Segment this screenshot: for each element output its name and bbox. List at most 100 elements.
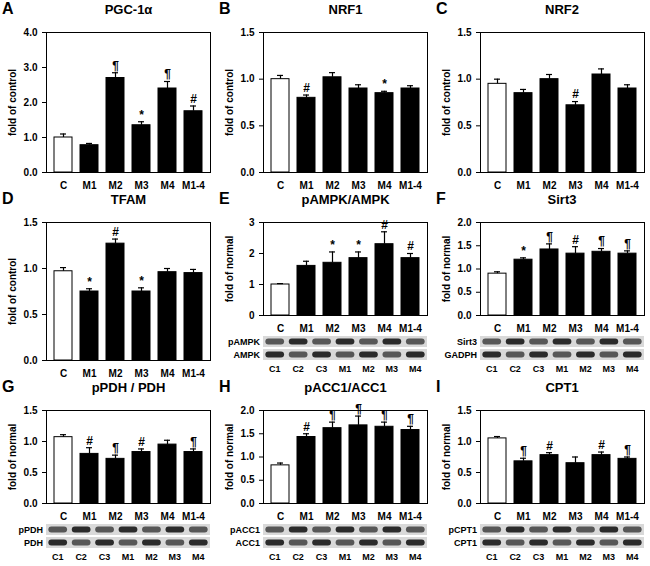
svg-text:1.0: 1.0: [24, 263, 38, 274]
svg-text:C: C: [60, 511, 67, 521]
svg-text:¶: ¶: [190, 435, 197, 449]
svg-text:M3: M3: [352, 511, 366, 521]
svg-text:#: #: [303, 81, 310, 95]
svg-text:M1: M1: [556, 552, 569, 562]
svg-text:M4: M4: [626, 364, 639, 374]
svg-text:M1-4: M1-4: [399, 180, 422, 190]
svg-text:M3: M3: [135, 368, 149, 378]
svg-text:C1: C1: [269, 552, 281, 562]
svg-text:4.0: 4.0: [24, 27, 38, 38]
svg-text:M4: M4: [626, 552, 639, 562]
svg-text:M2: M2: [326, 180, 340, 190]
svg-text:fold of normal: fold of normal: [441, 423, 452, 490]
svg-text:0.5: 0.5: [241, 474, 255, 485]
svg-text:M3: M3: [386, 552, 399, 562]
svg-text:*: *: [87, 275, 92, 289]
svg-text:C1: C1: [486, 552, 498, 562]
svg-text:M1: M1: [83, 511, 97, 521]
svg-text:*: *: [330, 238, 335, 252]
svg-text:M1-4: M1-4: [399, 323, 422, 333]
svg-text:M2: M2: [543, 180, 557, 190]
svg-text:M1-4: M1-4: [182, 368, 205, 378]
svg-text:M1-4: M1-4: [616, 180, 639, 190]
svg-text:0.0: 0.0: [458, 310, 472, 321]
svg-text:0.5: 0.5: [458, 120, 472, 131]
svg-text:C2: C2: [292, 364, 304, 374]
svg-text:*: *: [521, 244, 526, 258]
svg-text:M1-4: M1-4: [182, 180, 205, 190]
svg-text:#: #: [190, 92, 197, 106]
svg-text:M4: M4: [595, 180, 609, 190]
svg-text:#: #: [598, 438, 605, 452]
svg-text:C2: C2: [509, 552, 521, 562]
svg-text:C: C: [494, 511, 501, 521]
svg-text:2.0: 2.0: [458, 217, 472, 228]
svg-text:0.5: 0.5: [458, 467, 472, 478]
svg-text:¶: ¶: [598, 234, 605, 248]
svg-text:M2: M2: [109, 180, 123, 190]
svg-text:#: #: [303, 420, 310, 434]
svg-text:C: C: [60, 368, 67, 378]
svg-text:0.0: 0.0: [24, 355, 38, 366]
svg-text:M3: M3: [169, 552, 182, 562]
svg-text:M2: M2: [326, 511, 340, 521]
svg-text:C3: C3: [99, 552, 111, 562]
svg-text:C: C: [494, 323, 501, 333]
svg-text:C3: C3: [316, 552, 328, 562]
svg-text:0.0: 0.0: [24, 167, 38, 178]
svg-text:M1: M1: [517, 180, 531, 190]
svg-text:M1: M1: [83, 180, 97, 190]
svg-text:M3: M3: [135, 180, 149, 190]
svg-text:0.5: 0.5: [24, 467, 38, 478]
svg-text:C1: C1: [486, 364, 498, 374]
svg-text:*: *: [139, 274, 144, 288]
svg-text:M4: M4: [161, 180, 175, 190]
svg-text:C: C: [60, 180, 67, 190]
svg-text:¶: ¶: [407, 412, 414, 426]
svg-text:M1-4: M1-4: [182, 511, 205, 521]
svg-text:1.5: 1.5: [24, 217, 38, 228]
svg-text:¶: ¶: [112, 59, 119, 73]
svg-text:C3: C3: [533, 552, 545, 562]
svg-text:1.0: 1.0: [458, 73, 472, 84]
svg-text:M3: M3: [352, 180, 366, 190]
svg-text:1.5: 1.5: [458, 405, 472, 416]
svg-text:3: 3: [249, 217, 255, 228]
svg-text:¶: ¶: [164, 67, 171, 81]
svg-text:M1-4: M1-4: [616, 323, 639, 333]
svg-text:1: 1: [249, 279, 255, 290]
svg-text:M3: M3: [569, 180, 583, 190]
svg-text:C2: C2: [509, 364, 521, 374]
svg-text:2: 2: [249, 248, 255, 259]
svg-text:Sirt3: Sirt3: [457, 337, 477, 347]
svg-text:1.0: 1.0: [458, 263, 472, 274]
svg-text:fold of normal: fold of normal: [224, 235, 235, 302]
svg-text:#: #: [546, 439, 553, 453]
svg-text:M1: M1: [300, 323, 314, 333]
svg-text:C: C: [494, 180, 501, 190]
svg-text:¶: ¶: [546, 230, 553, 244]
svg-text:M1-4: M1-4: [399, 511, 422, 521]
svg-text:M2: M2: [145, 552, 158, 562]
svg-text:pCPT1: pCPT1: [448, 525, 477, 535]
svg-text:fold of normal: fold of normal: [224, 423, 235, 490]
svg-text:M2: M2: [326, 323, 340, 333]
svg-text:GADPH: GADPH: [444, 350, 477, 360]
svg-text:M1: M1: [300, 511, 314, 521]
svg-text:1.5: 1.5: [24, 405, 38, 416]
svg-text:0.0: 0.0: [458, 167, 472, 178]
svg-text:1.5: 1.5: [241, 428, 255, 439]
svg-text:¶: ¶: [624, 237, 631, 251]
svg-text:M2: M2: [109, 368, 123, 378]
svg-text:M4: M4: [409, 364, 422, 374]
svg-text:M1: M1: [517, 511, 531, 521]
svg-text:#: #: [112, 225, 119, 239]
svg-text:#: #: [138, 435, 145, 449]
svg-text:0.5: 0.5: [24, 309, 38, 320]
svg-text:M4: M4: [161, 511, 175, 521]
svg-text:2.0: 2.0: [24, 97, 38, 108]
svg-text:M3: M3: [603, 552, 616, 562]
svg-text:C: C: [277, 180, 284, 190]
svg-text:0.5: 0.5: [241, 120, 255, 131]
svg-text:M1-4: M1-4: [616, 511, 639, 521]
